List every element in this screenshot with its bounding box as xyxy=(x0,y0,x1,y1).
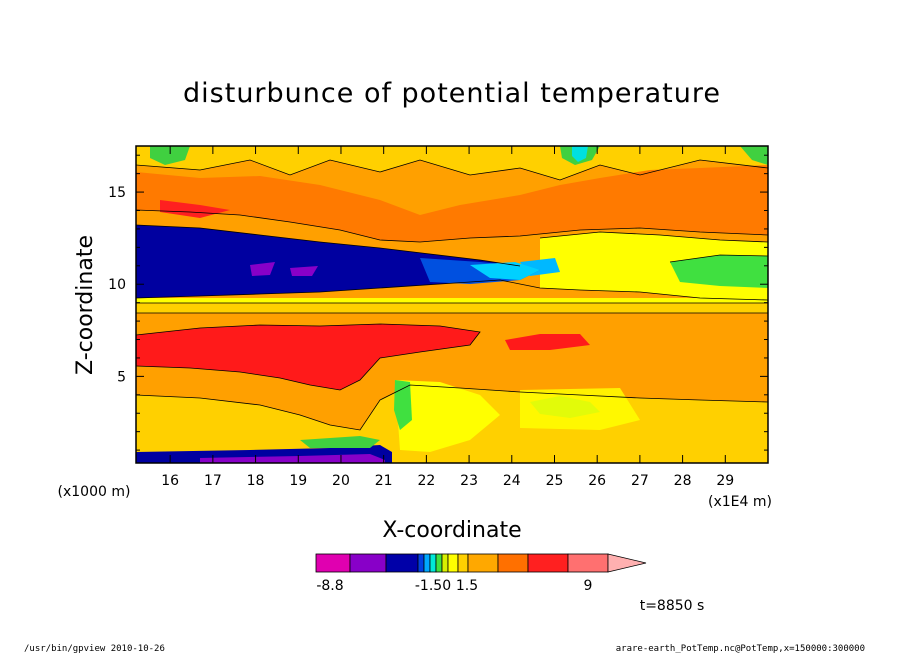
colorbar-segment xyxy=(467,553,499,573)
x-tick-label: 20 xyxy=(332,473,350,489)
colorbar-ticks: -8.8 -1.50 1.5 9 xyxy=(316,578,592,594)
x-tick-label: 28 xyxy=(674,473,692,489)
x-tick-label: 29 xyxy=(716,473,734,489)
upper-green-patch-3 xyxy=(740,146,768,165)
bottom-green xyxy=(300,436,380,448)
x-axis-label: X-coordinate xyxy=(382,518,521,543)
colorbar-segment xyxy=(417,553,425,573)
red-patch-east xyxy=(505,334,590,350)
upper-orange-dark xyxy=(136,165,768,242)
band-yellow-thin xyxy=(136,298,768,303)
colorbar-segment xyxy=(447,553,459,573)
x-tick-label: 19 xyxy=(289,473,307,489)
plot-frame xyxy=(135,145,769,464)
colorbar-segment xyxy=(385,553,419,573)
x-tick-label: 22 xyxy=(417,473,435,489)
colorbar xyxy=(315,553,647,573)
x-tick-label: 21 xyxy=(375,473,393,489)
y-axis-units: (x1000 m) xyxy=(58,484,131,500)
blue-cyan-edge xyxy=(470,262,540,280)
colorbar-segment xyxy=(497,553,529,573)
x-tick-label: 16 xyxy=(161,473,179,489)
colorbar-tick-label: 9 xyxy=(584,578,593,594)
contour-field xyxy=(136,146,768,463)
chart-title: disturbunce of potential temperature xyxy=(183,78,721,109)
colorbar-segment xyxy=(435,553,443,573)
lower-yellow-east xyxy=(520,388,640,430)
y-axis-label: Z-coordinate xyxy=(73,235,98,375)
y-tick-label: 5 xyxy=(117,369,126,385)
colorbar-segment xyxy=(349,553,387,573)
colorbar-arrow xyxy=(607,553,647,573)
purple-patch-2 xyxy=(290,266,318,276)
y-axis: 5 10 15 xyxy=(108,154,768,451)
band-orange-thin xyxy=(136,303,768,313)
red-layer xyxy=(136,324,480,390)
x-tick-label: 24 xyxy=(503,473,521,489)
purple-patch-1 xyxy=(250,262,275,276)
x-axis-units: (x1E4 m) xyxy=(708,494,772,510)
lower-green xyxy=(394,380,412,430)
upper-green-patch-1 xyxy=(150,146,190,165)
y-tick-label: 10 xyxy=(108,277,126,293)
colorbar-segment xyxy=(429,553,437,573)
upper-cyan-patch xyxy=(572,146,588,162)
lower-yellow xyxy=(395,380,500,452)
x-tick-label: 25 xyxy=(546,473,564,489)
colorbar-segment xyxy=(567,553,609,573)
time-label: t=8850 s xyxy=(640,598,705,614)
x-tick-label: 18 xyxy=(247,473,265,489)
colorbar-tick-label: -1.50 xyxy=(415,578,451,594)
upper-yellow-region xyxy=(136,146,768,180)
colorbar-segment xyxy=(441,553,449,573)
blue-layer xyxy=(136,225,520,298)
x-tick-label: 26 xyxy=(588,473,606,489)
footer-left: /usr/bin/gpview 2010-10-26 xyxy=(24,644,165,654)
contour-lines xyxy=(136,159,768,431)
x-tick-label: 27 xyxy=(631,473,649,489)
colorbar-segment xyxy=(527,553,569,573)
colorbar-tick-label: -8.8 xyxy=(316,578,343,594)
bottom-purple xyxy=(200,454,385,463)
footer-right: arare-earth_PotTemp.nc@PotTemp,x=150000:… xyxy=(616,644,865,654)
x-tick-label: 23 xyxy=(460,473,478,489)
colorbar-segment xyxy=(423,553,431,573)
colorbar-tick-label: 1.5 xyxy=(456,578,478,594)
x-axis: 16 17 18 19 20 21 22 23 24 25 26 27 28 29 xyxy=(161,146,734,489)
east-green-region xyxy=(670,255,768,288)
colorbar-segment xyxy=(315,553,351,573)
colorbar-segment xyxy=(457,553,469,573)
x-tick-label: 17 xyxy=(204,473,222,489)
y-tick-label: 15 xyxy=(108,185,126,201)
